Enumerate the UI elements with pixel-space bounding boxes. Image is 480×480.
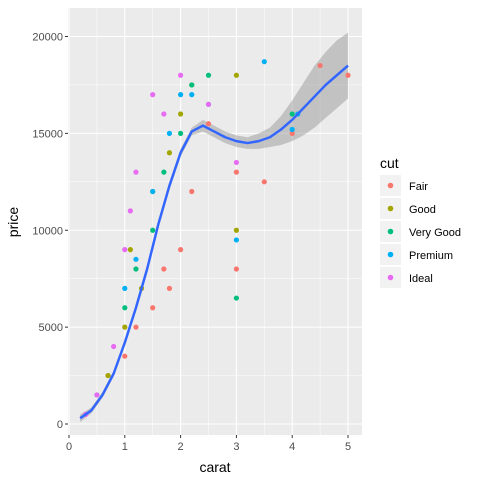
data-point	[133, 324, 139, 330]
data-point	[166, 130, 173, 136]
legend: cut Fair Good Very Good Premium Ideal	[380, 155, 461, 288]
data-point	[122, 353, 128, 359]
x-tick-label: 4	[289, 441, 295, 453]
data-point	[289, 130, 295, 136]
data-point	[150, 227, 156, 233]
x-tick-label: 0	[66, 441, 72, 453]
data-point	[122, 324, 128, 330]
x-axis-title: carat	[199, 459, 230, 475]
data-point	[127, 247, 133, 253]
y-tick-label: 15000	[32, 128, 63, 140]
data-point	[178, 72, 184, 78]
legend-key-swatch	[387, 205, 394, 212]
y-tick-label: 5000	[39, 322, 63, 334]
legend-title: cut	[380, 155, 399, 171]
data-point	[161, 266, 167, 272]
legend-key-swatch	[387, 182, 394, 189]
data-point	[166, 285, 173, 291]
data-point	[178, 247, 184, 253]
data-point	[178, 111, 184, 117]
x-axis-ticks: 0 1 2 3 4 5	[66, 435, 351, 453]
data-point	[178, 92, 184, 98]
data-point	[289, 111, 295, 117]
x-tick-label: 2	[178, 441, 184, 453]
data-point	[111, 343, 117, 350]
data-point	[161, 111, 167, 117]
legend-label: Very Good	[409, 227, 461, 239]
data-point	[233, 266, 239, 272]
data-point	[205, 121, 212, 127]
data-point	[150, 92, 156, 98]
smooth-line-layer	[79, 64, 349, 420]
legend-key-swatch	[387, 274, 394, 281]
legend-entry: Premium	[380, 244, 453, 265]
x-tick-label: 5	[345, 441, 351, 453]
data-point	[189, 82, 195, 88]
data-point	[122, 305, 128, 311]
data-point	[150, 305, 156, 311]
data-point	[233, 227, 239, 233]
data-point	[261, 59, 267, 65]
major-gridlines	[68, 8, 362, 435]
data-point	[189, 92, 195, 98]
data-point	[178, 130, 184, 136]
data-point	[150, 188, 156, 195]
data-point	[233, 237, 239, 243]
points-layer	[83, 59, 351, 417]
legend-entry: Ideal	[380, 267, 433, 288]
data-point	[205, 101, 212, 107]
data-point	[289, 126, 295, 133]
data-point	[122, 285, 128, 291]
data-point	[261, 179, 267, 185]
legend-entry: Fair	[380, 175, 428, 196]
data-point	[166, 150, 173, 156]
data-point	[345, 72, 351, 78]
x-tick-label: 1	[122, 441, 128, 453]
data-point	[189, 188, 195, 195]
y-tick-label: 20000	[32, 32, 63, 44]
data-point	[233, 72, 239, 78]
data-point	[205, 72, 212, 78]
legend-entry: Very Good	[380, 221, 461, 242]
data-point	[94, 392, 100, 398]
legend-label: Ideal	[409, 273, 433, 285]
legend-label: Good	[409, 204, 436, 216]
y-tick-label: 10000	[32, 225, 63, 237]
smooth-line	[79, 64, 349, 420]
legend-key-swatch	[387, 228, 394, 235]
legend-label: Premium	[409, 250, 453, 262]
data-point	[133, 256, 139, 262]
legend-label: Fair	[409, 181, 428, 193]
data-point	[233, 295, 239, 301]
minor-gridlines	[68, 8, 362, 435]
x-tick-label: 3	[233, 441, 239, 453]
data-point	[133, 169, 139, 175]
y-tick-label: 0	[57, 419, 63, 431]
data-point	[317, 62, 323, 69]
y-axis-title: price	[5, 207, 21, 238]
data-point	[233, 169, 239, 175]
data-point	[105, 372, 111, 379]
y-axis-ticks: 0 5000 10000 15000 20000	[32, 32, 68, 431]
data-point	[127, 208, 133, 214]
data-point	[122, 247, 128, 253]
data-point	[161, 169, 167, 175]
legend-entry: Good	[380, 198, 436, 219]
data-point	[133, 266, 139, 272]
legend-key-swatch	[387, 251, 394, 258]
data-point	[233, 159, 239, 166]
